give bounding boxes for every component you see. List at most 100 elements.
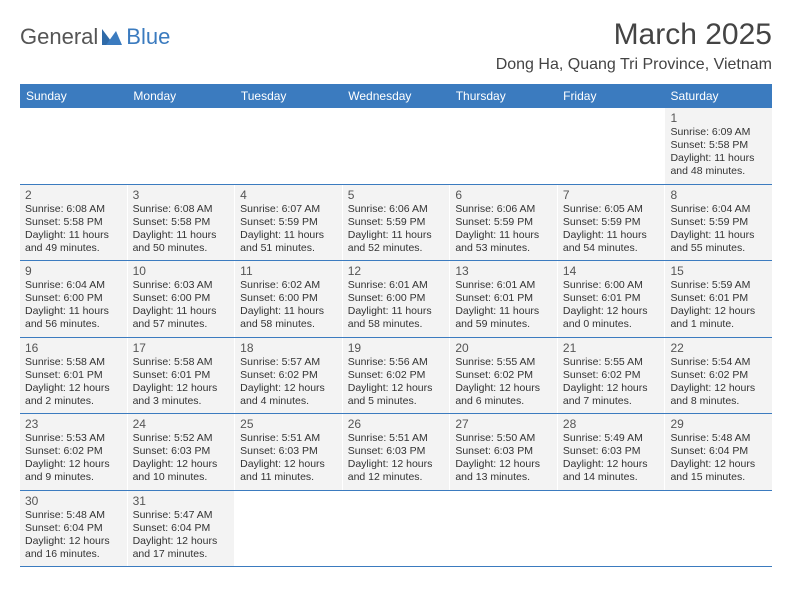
day-cell: 3Sunrise: 6:08 AMSunset: 5:58 PMDaylight…	[128, 185, 236, 261]
sunrise-text: Sunrise: 6:04 AM	[25, 279, 122, 292]
sunrise-text: Sunrise: 6:06 AM	[455, 203, 552, 216]
day-cell: 27Sunrise: 5:50 AMSunset: 6:03 PMDayligh…	[450, 414, 558, 490]
daylight-text: Daylight: 12 hours and 3 minutes.	[133, 382, 230, 408]
sunrise-text: Sunrise: 6:07 AM	[240, 203, 337, 216]
sunset-text: Sunset: 6:03 PM	[133, 445, 230, 458]
empty-cell	[343, 108, 451, 184]
sunrise-text: Sunrise: 6:02 AM	[240, 279, 337, 292]
sunset-text: Sunset: 6:03 PM	[563, 445, 660, 458]
sunset-text: Sunset: 6:02 PM	[670, 369, 767, 382]
sunset-text: Sunset: 6:02 PM	[563, 369, 660, 382]
sunrise-text: Sunrise: 5:54 AM	[670, 356, 767, 369]
weekday-header: Sunday	[20, 84, 127, 108]
daylight-text: Daylight: 12 hours and 5 minutes.	[348, 382, 445, 408]
week-row: 30Sunrise: 5:48 AMSunset: 6:04 PMDayligh…	[20, 491, 772, 568]
day-number: 20	[455, 341, 552, 355]
empty-cell	[558, 491, 666, 567]
sunset-text: Sunset: 5:59 PM	[563, 216, 660, 229]
daylight-text: Daylight: 12 hours and 6 minutes.	[455, 382, 552, 408]
week-row: 9Sunrise: 6:04 AMSunset: 6:00 PM Daylight…	[20, 261, 772, 338]
day-cell: 23Sunrise: 5:53 AMSunset: 6:02 PMDayligh…	[20, 414, 128, 490]
calendar: SundayMondayTuesdayWednesdayThursdayFrid…	[20, 84, 772, 567]
day-number: 2	[25, 188, 122, 202]
daylight-text: Daylight: 12 hours and 8 minutes.	[670, 382, 767, 408]
day-number: 19	[348, 341, 445, 355]
sunset-text: Sunset: 6:04 PM	[670, 445, 767, 458]
sunrise-text: Sunrise: 6:08 AM	[133, 203, 230, 216]
day-number: 4	[240, 188, 337, 202]
daylight-text: Daylight: 11 hours and 59 minutes.	[455, 305, 552, 331]
sunrise-text: Sunrise: 6:00 AM	[563, 279, 660, 292]
empty-cell	[558, 108, 666, 184]
day-number: 12	[348, 264, 445, 278]
sunset-text: Sunset: 6:03 PM	[240, 445, 337, 458]
sunrise-text: Sunrise: 5:59 AM	[670, 279, 767, 292]
sunrise-text: Sunrise: 5:52 AM	[133, 432, 230, 445]
sunrise-text: Sunrise: 5:51 AM	[240, 432, 337, 445]
daylight-text: Daylight: 11 hours and 51 minutes.	[240, 229, 337, 255]
day-cell: 10Sunrise: 6:03 AMSunset: 6:00 PMDayligh…	[128, 261, 236, 337]
day-cell: 30Sunrise: 5:48 AMSunset: 6:04 PMDayligh…	[20, 491, 128, 567]
sunset-text: Sunset: 6:02 PM	[348, 369, 445, 382]
daylight-text: Daylight: 11 hours and 50 minutes.	[133, 229, 230, 255]
sunset-text: Sunset: 5:58 PM	[670, 139, 767, 152]
sunrise-text: Sunrise: 5:58 AM	[133, 356, 230, 369]
daylight-text: Daylight: 12 hours and 12 minutes.	[348, 458, 445, 484]
sunset-text: Sunset: 6:04 PM	[25, 522, 122, 535]
day-cell: 26Sunrise: 5:51 AMSunset: 6:03 PMDayligh…	[343, 414, 451, 490]
day-number: 15	[670, 264, 767, 278]
sunrise-text: Sunrise: 5:58 AM	[25, 356, 122, 369]
day-number: 10	[133, 264, 230, 278]
sunset-text: Sunset: 6:00 PM	[25, 292, 122, 305]
weekday-header: Saturday	[665, 84, 772, 108]
sunrise-text: Sunrise: 6:06 AM	[348, 203, 445, 216]
sunset-text: Sunset: 6:02 PM	[240, 369, 337, 382]
daylight-text: Daylight: 12 hours and 1 minute.	[670, 305, 767, 331]
page-header: General Blue March 2025 Dong Ha, Quang T…	[20, 18, 772, 74]
day-cell: 15Sunrise: 5:59 AMSunset: 6:01 PMDayligh…	[665, 261, 772, 337]
empty-cell	[235, 108, 343, 184]
brand-sail-icon	[100, 27, 124, 47]
sunrise-text: Sunrise: 5:55 AM	[455, 356, 552, 369]
day-cell: 7Sunrise: 6:05 AMSunset: 5:59 PMDaylight…	[558, 185, 666, 261]
sunrise-text: Sunrise: 6:01 AM	[348, 279, 445, 292]
day-number: 17	[133, 341, 230, 355]
sunset-text: Sunset: 6:01 PM	[133, 369, 230, 382]
day-number: 28	[563, 417, 660, 431]
day-cell: 6Sunrise: 6:06 AMSunset: 5:59 PMDaylight…	[450, 185, 558, 261]
sunrise-text: Sunrise: 5:57 AM	[240, 356, 337, 369]
sunset-text: Sunset: 5:58 PM	[25, 216, 122, 229]
day-number: 29	[670, 417, 767, 431]
day-number: 5	[348, 188, 445, 202]
day-cell: 9Sunrise: 6:04 AMSunset: 6:00 PMDaylight…	[20, 261, 128, 337]
daylight-text: Daylight: 12 hours and 2 minutes.	[25, 382, 122, 408]
daylight-text: Daylight: 12 hours and 14 minutes.	[563, 458, 660, 484]
sunset-text: Sunset: 6:02 PM	[455, 369, 552, 382]
day-number: 13	[455, 264, 552, 278]
title-area: March 2025 Dong Ha, Quang Tri Province, …	[496, 18, 772, 74]
day-cell: 16Sunrise: 5:58 AMSunset: 6:01 PMDayligh…	[20, 338, 128, 414]
day-number: 11	[240, 264, 337, 278]
daylight-text: Daylight: 12 hours and 10 minutes.	[133, 458, 230, 484]
daylight-text: Daylight: 11 hours and 58 minutes.	[240, 305, 337, 331]
sunrise-text: Sunrise: 5:47 AM	[133, 509, 230, 522]
week-row: 23Sunrise: 5:53 AMSunset: 6:02 PMDayligh…	[20, 414, 772, 491]
daylight-text: Daylight: 11 hours and 55 minutes.	[670, 229, 767, 255]
week-row: 16Sunrise: 5:58 AMSunset: 6:01 PMDayligh…	[20, 338, 772, 415]
day-number: 23	[25, 417, 122, 431]
daylight-text: Daylight: 11 hours and 49 minutes.	[25, 229, 122, 255]
day-cell: 2Sunrise: 6:08 AMSunset: 5:58 PMDaylight…	[20, 185, 128, 261]
empty-cell	[235, 491, 343, 567]
day-cell: 4Sunrise: 6:07 AMSunset: 5:59 PMDaylight…	[235, 185, 343, 261]
sunrise-text: Sunrise: 5:49 AM	[563, 432, 660, 445]
sunset-text: Sunset: 6:03 PM	[348, 445, 445, 458]
day-number: 21	[563, 341, 660, 355]
day-cell: 18Sunrise: 5:57 AMSunset: 6:02 PMDayligh…	[235, 338, 343, 414]
day-number: 9	[25, 264, 122, 278]
brand-text-blue: Blue	[126, 24, 170, 50]
daylight-text: Daylight: 12 hours and 13 minutes.	[455, 458, 552, 484]
day-number: 25	[240, 417, 337, 431]
day-number: 26	[348, 417, 445, 431]
day-number: 22	[670, 341, 767, 355]
sunset-text: Sunset: 6:01 PM	[25, 369, 122, 382]
